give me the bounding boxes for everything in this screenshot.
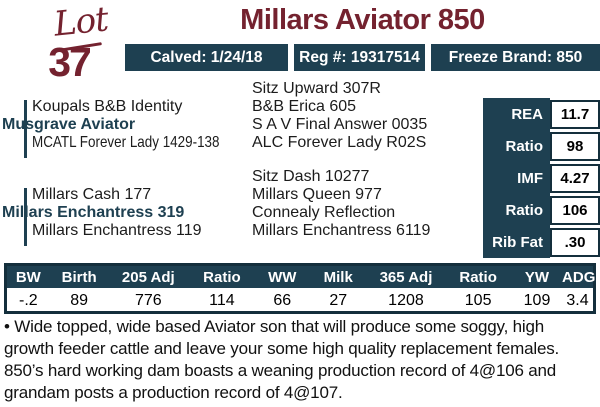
dam-dam-sire-name: Connealy Reflection xyxy=(252,204,396,221)
stat-label: Rib Fat xyxy=(483,226,550,258)
epd-table: BW Birth 205 Adj Ratio WW Milk 365 Adj R… xyxy=(4,263,596,314)
epd-header-cell: ADG xyxy=(562,264,595,290)
epd-value-row: -.2 89 776 114 66 27 1208 105 109 3.4 xyxy=(5,289,595,313)
sire-dam-name: MCATL Forever Lady 1429-138 xyxy=(32,134,220,151)
sire-dam-dam-name: ALC Forever Lady R02S xyxy=(252,134,427,151)
epd-value-cell: 89 xyxy=(49,289,109,313)
epd-value-cell: 114 xyxy=(188,289,256,313)
epd-value-cell: 27 xyxy=(308,289,368,313)
dam-bracket-line xyxy=(24,188,27,246)
epd-value-cell: 1208 xyxy=(367,289,445,313)
stat-label: Ratio xyxy=(483,130,550,162)
stat-value: 98 xyxy=(550,131,600,161)
dam-dam-name: Millars Enchantress 119 xyxy=(32,222,202,239)
stat-label: IMF xyxy=(483,162,550,194)
epd-value-cell: 66 xyxy=(255,289,309,313)
freeze-brand-badge: Freeze Brand: 850 xyxy=(431,44,600,71)
sire-dam-sire-name: S A V Final Answer 0035 xyxy=(252,116,428,133)
stat-value: .30 xyxy=(550,227,600,257)
stat-value: 4.27 xyxy=(550,163,600,193)
dam-dam-dam-name: Millars Enchantress 6119 xyxy=(252,222,431,239)
dam-name: Millars Enchantress 319 xyxy=(2,204,185,221)
epd-header-row: BW Birth 205 Adj Ratio WW Milk 365 Adj R… xyxy=(5,264,595,290)
reg-number-badge: Reg #: 19317514 xyxy=(294,44,425,71)
carcass-stat-row: IMF 4.27 xyxy=(483,162,600,194)
stat-label: REA xyxy=(483,98,550,130)
epd-value-cell: 3.4 xyxy=(562,289,595,313)
epd-value-cell: 776 xyxy=(108,289,189,313)
carcass-stat-row: Ratio 98 xyxy=(483,130,600,162)
dam-sire-name: Millars Cash 177 xyxy=(32,186,152,203)
sire-sire-name: Koupals B&B Identity xyxy=(32,98,183,115)
epd-header-cell: Ratio xyxy=(188,264,256,290)
dam-sire-sire-name: Sitz Dash 10277 xyxy=(252,168,370,185)
epd-header-cell: Ratio xyxy=(444,264,512,290)
info-bar: Calved: 1/24/18 Reg #: 19317514 Freeze B… xyxy=(125,44,600,71)
epd-value-cell: -.2 xyxy=(5,289,50,313)
epd-header-cell: 205 Adj xyxy=(108,264,189,290)
sire-bracket-line xyxy=(24,100,27,158)
stat-label: Ratio xyxy=(483,194,550,226)
epd-header-cell: Milk xyxy=(308,264,368,290)
epd-header-cell: WW xyxy=(255,264,309,290)
epd-header-cell: YW xyxy=(511,264,563,290)
stat-value: 106 xyxy=(550,195,600,225)
lot-label: Lot xyxy=(52,0,110,45)
carcass-stat-row: Ratio 106 xyxy=(483,194,600,226)
epd-value-cell: 109 xyxy=(511,289,563,313)
carcass-stat-row: REA 11.7 xyxy=(483,98,600,130)
calved-badge: Calved: 1/24/18 xyxy=(125,44,288,71)
sire-sire-sire-name: Sitz Upward 307R xyxy=(252,80,381,97)
animal-name-title: Millars Aviator 850 xyxy=(240,4,485,36)
stat-value: 11.7 xyxy=(550,99,600,129)
epd-value-cell: 105 xyxy=(444,289,512,313)
sire-sire-dam-name: B&B Erica 605 xyxy=(252,98,357,115)
lot-number: 37 xyxy=(48,39,92,85)
description-text: • Wide topped, wide based Aviator son th… xyxy=(4,317,560,402)
epd-header-cell: Birth xyxy=(49,264,109,290)
sire-name: Musgrave Aviator xyxy=(2,116,136,133)
epd-header-cell: BW xyxy=(5,264,50,290)
carcass-stat-row: Rib Fat .30 xyxy=(483,226,600,258)
dam-sire-dam-name: Millars Queen 977 xyxy=(252,186,382,203)
carcass-stats-box: REA 11.7 Ratio 98 IMF 4.27 Ratio 106 Rib… xyxy=(483,98,600,258)
epd-header-cell: 365 Adj xyxy=(367,264,445,290)
